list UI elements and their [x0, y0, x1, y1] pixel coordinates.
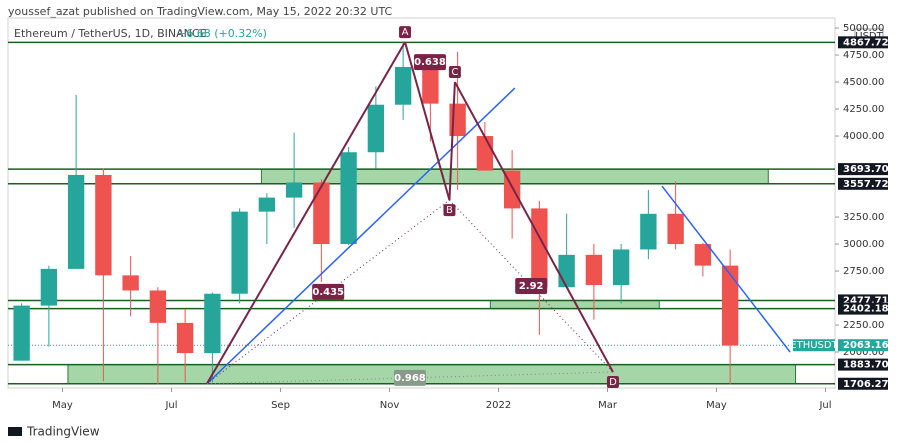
plot-area — [8, 41, 835, 385]
price-level-label: 1706.27 — [843, 379, 889, 390]
candle-body — [204, 293, 221, 354]
candle-body — [585, 254, 603, 286]
candle-body — [122, 275, 139, 291]
candle-body — [694, 244, 712, 266]
ratio-box — [515, 278, 548, 295]
trendline — [206, 87, 516, 385]
candle-body — [231, 211, 248, 294]
symbol-label: ETHUSDT — [790, 340, 838, 351]
pattern-point-label: B — [446, 205, 453, 216]
ratio-label: 0.638 — [414, 57, 446, 68]
price-level-label: 3693.70 — [843, 164, 889, 175]
pattern-point-label: C — [451, 67, 458, 78]
price-level-box — [838, 163, 888, 176]
last-price-box — [838, 339, 888, 352]
pattern-leg — [206, 41, 406, 385]
y-tick-label: 3250.00 — [843, 212, 884, 223]
price-change: +6.68 (+0.32%) — [177, 27, 267, 40]
price-level-label: 2402.18 — [843, 304, 889, 315]
candle-body — [285, 182, 303, 198]
candle-body — [558, 254, 575, 288]
x-tick-label: 2022 — [486, 400, 511, 411]
y-tick-label: 2750.00 — [843, 266, 884, 277]
x-tick-label: Jul — [164, 400, 177, 411]
y-tick-label: 5000.00 — [843, 23, 884, 34]
price-level-label: 4867.72 — [843, 37, 889, 48]
symbol-box — [793, 339, 835, 352]
candle-body — [340, 152, 357, 245]
candle-body — [313, 182, 330, 245]
ratio-box — [413, 54, 446, 71]
y-tick-label: 4250.00 — [843, 104, 884, 115]
pattern-point-box — [448, 66, 461, 79]
support-zone — [67, 364, 797, 385]
pattern-point-box — [399, 26, 412, 39]
candle-body — [476, 136, 494, 171]
pattern-point-box — [606, 376, 619, 389]
price-level-box — [838, 177, 888, 190]
x-tick-label: Nov — [380, 400, 400, 411]
x-tick-label: Sep — [271, 400, 290, 411]
x-tick-label: Jul — [818, 400, 831, 411]
pattern-point-label: D — [609, 377, 617, 388]
price-level-box — [838, 302, 888, 315]
price-level-label: 1883.70 — [843, 360, 889, 371]
pattern-leg — [404, 41, 451, 201]
candle-body — [95, 174, 112, 276]
candle-body — [149, 290, 167, 323]
pattern-point-box — [443, 204, 456, 217]
x-tick-label: Mar — [598, 400, 618, 411]
y-tick-label: 2250.00 — [843, 320, 884, 331]
ratio-box — [312, 283, 345, 300]
publish-info: youssef_azat published on TradingView.co… — [8, 5, 393, 18]
trendline — [661, 185, 791, 353]
price-level-label: 2477.71 — [843, 295, 889, 306]
symbol-legend: Ethereum / TetherUS, 1D, BINANCE — [14, 27, 207, 40]
candle-body — [422, 66, 439, 104]
y-tick-label: 4750.00 — [843, 50, 884, 61]
price-level-box — [838, 358, 888, 371]
candle-body — [667, 213, 684, 245]
candle-body — [612, 249, 630, 286]
y-tick-label: 3000.00 — [843, 239, 884, 250]
candle-body — [640, 213, 657, 250]
last-price-label: 2063.16 — [843, 340, 889, 351]
pattern-leg — [454, 81, 614, 373]
ratio-label: 2.92 — [519, 281, 544, 292]
ratio-label: 0.968 — [394, 373, 426, 384]
candle-body — [394, 66, 412, 105]
y-tick-label: 4500.00 — [843, 77, 884, 88]
x-tick-label: May — [706, 400, 727, 411]
candle-body — [176, 322, 194, 354]
candle-body — [258, 197, 276, 212]
y-tick-label: 2000.00 — [843, 347, 884, 358]
pattern-leg — [448, 81, 456, 201]
brand-logo: TradingView — [8, 425, 100, 439]
brand-name: TradingView — [26, 425, 100, 439]
y-tick-label: 4000.00 — [843, 131, 884, 142]
candle-body — [67, 174, 85, 269]
price-level-label: 3557.72 — [843, 179, 889, 190]
x-tick-label: May — [52, 400, 73, 411]
candle-body — [367, 104, 385, 153]
candle-body — [13, 305, 30, 361]
ratio-label: 0.435 — [312, 287, 344, 298]
ratio-box — [393, 369, 426, 386]
price-level-box — [838, 36, 888, 49]
pattern-point-label: A — [402, 27, 409, 38]
candle-body — [721, 265, 739, 346]
candle-body — [40, 268, 58, 306]
price-level-box — [838, 377, 888, 390]
